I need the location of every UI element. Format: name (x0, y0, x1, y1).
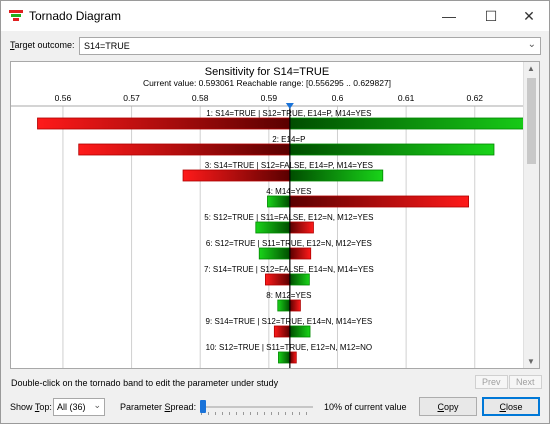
tornado-bar-high (289, 247, 312, 260)
tornado-bar-high (289, 169, 384, 182)
tornado-bar-low (277, 299, 291, 312)
tornado-bar-low (255, 221, 291, 234)
next-button[interactable]: Next (509, 375, 542, 389)
tornado-bar-low (182, 169, 291, 182)
tornado-bar-low (78, 143, 291, 156)
tornado-bar-low (267, 195, 291, 208)
bar-label: 4: M14=YES (266, 187, 311, 196)
chart-title: Sensitivity for S14=TRUE (205, 66, 329, 78)
tornado-bar-high (289, 117, 523, 130)
slider-ticks (201, 412, 313, 415)
x-tick-label: 0.61 (398, 93, 415, 103)
bar-label: 10: S12=TRUE | S11=TRUE, E12=N, M12=NO (206, 343, 372, 352)
bar-label: 5: S12=TRUE | S11=FALSE, E12=N, M12=YES (204, 213, 373, 222)
parameter-spread-value: 10% of current value (324, 402, 407, 412)
show-top-label: Show Top: (10, 402, 52, 412)
bottom-controls: Show Top: All (36) ⌄ Parameter Spread: 1… (1, 395, 549, 421)
tornado-bar-low (258, 247, 291, 260)
x-tick-label: 0.59 (261, 93, 278, 103)
vertical-scrollbar[interactable]: ▲ ▼ (523, 62, 539, 368)
scrollbar-thumb[interactable] (527, 78, 536, 164)
target-outcome-label: Target outcome: (10, 40, 75, 50)
scroll-down-icon[interactable]: ▼ (527, 357, 535, 366)
bar-label: 7: S14=TRUE | S12=FALSE, E14=N, M14=YES (204, 265, 374, 274)
prev-button[interactable]: Prev (475, 375, 508, 389)
tornado-bar-high (289, 325, 311, 338)
scroll-up-icon[interactable]: ▲ (527, 64, 535, 73)
tornado-bar-low (37, 117, 291, 130)
chart-subtitle: Current value: 0.593061 Reachable range:… (143, 78, 391, 88)
bar-label: 6: S12=TRUE | S11=TRUE, E12=N, M12=YES (206, 239, 372, 248)
bar-label: 9: S14=TRUE | S12=TRUE, E14=N, M14=YES (206, 317, 373, 326)
minimize-icon: — (442, 8, 456, 24)
tornado-bar-low (278, 351, 291, 364)
parameter-spread-label: Parameter Spread: (120, 402, 197, 412)
tornado-app-icon (9, 10, 23, 21)
close-window-button[interactable]: ✕ (509, 1, 549, 31)
title-bar: Tornado Diagram — ☐ ✕ (1, 1, 549, 31)
tornado-chart-area: Sensitivity for S14=TRUE Current value: 0… (11, 62, 523, 368)
x-tick-label: 0.62 (466, 93, 483, 103)
tornado-bar-high (289, 273, 310, 286)
tornado-bar-high (289, 143, 495, 156)
parameter-spread-slider[interactable] (198, 399, 316, 415)
tornado-bar-high (289, 351, 297, 364)
maximize-button[interactable]: ☐ (471, 1, 511, 31)
current-value-marker (285, 103, 294, 109)
bar-label: 2: E14=P (272, 135, 305, 144)
minimize-button[interactable]: — (429, 1, 469, 31)
chevron-down-icon: ⌄ (527, 39, 536, 50)
tornado-bar-high (289, 299, 301, 312)
chevron-down-icon: ⌄ (93, 400, 101, 410)
show-top-value: All (36) (57, 402, 86, 412)
tornado-bar-high (289, 195, 469, 208)
slider-thumb[interactable] (200, 400, 206, 413)
tornado-bar-low (273, 325, 291, 338)
close-icon: ✕ (523, 7, 535, 24)
x-tick-label: 0.56 (55, 93, 72, 103)
bar-label: 1: S14=TRUE | S12=TRUE, E14=P, M14=YES (206, 109, 371, 118)
bar-label: 8: M12=YES (266, 291, 311, 300)
tornado-bar-low (265, 273, 291, 286)
bar-label: 3: S14=TRUE | S12=FALSE, E14=P, M14=YES (205, 161, 373, 170)
show-top-select[interactable]: All (36) ⌄ (53, 398, 105, 416)
target-outcome-row: Target outcome: S14=TRUE ⌄ (1, 33, 549, 57)
target-outcome-value: S14=TRUE (84, 41, 130, 51)
x-tick-label: 0.58 (192, 93, 209, 103)
chart-frame: Sensitivity for S14=TRUE Current value: 0… (10, 61, 540, 369)
x-tick-label: 0.6 (332, 93, 344, 103)
target-outcome-select[interactable]: S14=TRUE ⌄ (79, 37, 541, 55)
hint-text: Double-click on the tornado band to edit… (11, 378, 279, 388)
tornado-bar-high (289, 221, 314, 234)
maximize-icon: ☐ (484, 7, 498, 24)
window-title: Tornado Diagram (29, 9, 122, 23)
x-tick-label: 0.57 (123, 93, 140, 103)
slider-track (201, 406, 313, 408)
